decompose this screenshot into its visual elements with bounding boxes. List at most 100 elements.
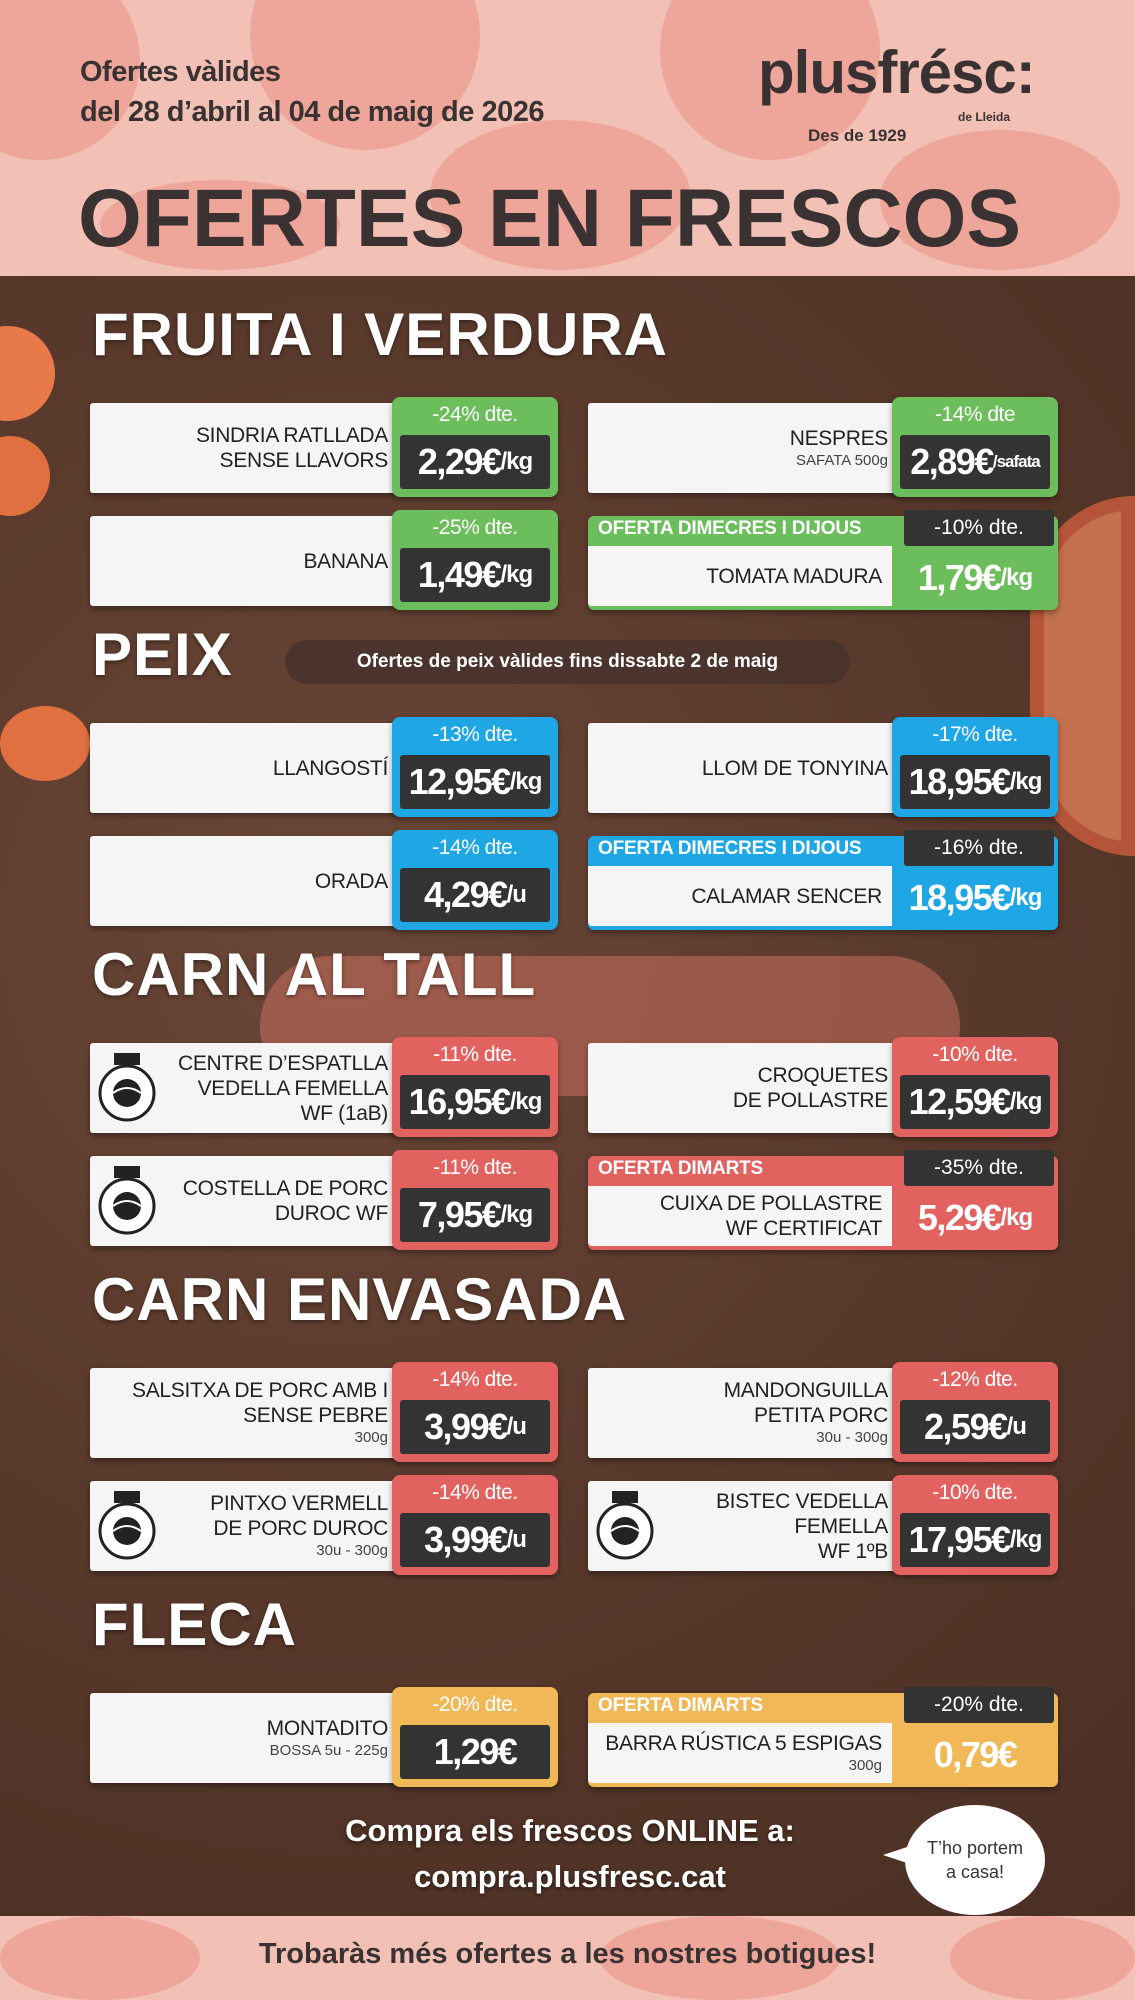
price-panel: -14% dte 2,89€/safata <box>892 397 1058 497</box>
offer-card[interactable]: OFERTA DIMARTS -20% dte. BARRA RÚSTICA 5 E… <box>588 1687 1058 1787</box>
discount-label: -11% dte. <box>433 1043 517 1066</box>
price-panel: -11% dte. 7,95€/kg <box>392 1150 558 1250</box>
price-unit: /kg <box>500 448 533 475</box>
product-name: PINTXO VERMELL <box>210 1492 388 1515</box>
price-value: 12,59€ <box>908 1081 1012 1122</box>
price-unit: /kg <box>1009 1088 1043 1115</box>
price-unit: /kg <box>1000 1204 1033 1231</box>
price-tag: 3,99€/u <box>400 1400 550 1454</box>
section-title: CARN AL TALL <box>92 941 537 1008</box>
price-value: 7,95€ <box>417 1194 502 1235</box>
product-name-area: MANDONGUILLA PETITA PORC 30u - 300g <box>588 1368 898 1458</box>
section-note: Ofertes de peix vàlides fins dissabte 2 … <box>285 640 850 684</box>
product-name-area: BANANA <box>90 516 398 606</box>
product-name: SENSE LLAVORS <box>219 449 389 472</box>
discount-label: -14% dte. <box>432 1368 518 1391</box>
offer-card[interactable]: SALSITXA DE PORC AMB I SENSE PEBRE 300g -14… <box>90 1362 558 1462</box>
offer-card[interactable]: CROQUETES DE POLLASTRE -10% dte. 12,59€/kg <box>588 1037 1058 1137</box>
discount-badge: -20% dte. <box>904 1687 1054 1723</box>
discount-label: -14% dte <box>934 403 1016 426</box>
product-name: CENTRE D’ESPATLLA <box>177 1051 388 1075</box>
discount-label: -24% dte. <box>432 403 518 426</box>
special-offer-label: OFERTA DIMARTS <box>598 1695 764 1716</box>
price-panel: -17% dte. 18,95€/kg <box>892 717 1058 817</box>
speech-bubble: T’ho portem a casa! <box>883 1805 1045 1915</box>
offer-card[interactable]: PINTXO VERMELL DE PORC DUROC 30u - 300g -14… <box>90 1475 558 1575</box>
product-name: CROQUETES <box>757 1064 889 1087</box>
offer-card[interactable]: ORADA -14% dte. 4,29€/u <box>90 830 558 930</box>
product-name: MANDONGUILLA <box>723 1379 889 1402</box>
offer-card[interactable]: BANANA -25% dte. 1,49€/kg <box>90 510 558 610</box>
price-panel: -14% dte. 3,99€/u <box>392 1475 558 1575</box>
product-name: ORADA <box>314 869 388 893</box>
offer-card[interactable]: COSTELLA DE PORC DUROC WF -11% dte. 7,95€/k… <box>90 1150 558 1250</box>
price-unit: /safata <box>992 452 1041 471</box>
special-offer-label: OFERTA DIMECRES I DIJOUS <box>598 838 862 859</box>
product-name: PETITA PORC <box>754 1404 888 1427</box>
offer-card[interactable]: CENTRE D’ESPATLLA VEDELLA FEMELLA WF (1aB)… <box>90 1037 558 1137</box>
criat-a-lleida-logo-icon <box>98 1166 156 1235</box>
price-panel: -24% dte. 2,29€/kg <box>392 397 558 497</box>
product-name: WF 1ºB <box>817 1539 888 1563</box>
offer-card[interactable]: OFERTA DIMECRES I DIJOUS -10% dte. TOMATA … <box>588 510 1058 610</box>
discount-label: -14% dte. <box>432 1481 518 1504</box>
criat-a-lleida-badge <box>96 1053 158 1123</box>
offer-card[interactable]: BISTEC VEDELLA FEMELLA WF 1ºB -10% dte. 17,… <box>588 1475 1058 1575</box>
online-shop-link[interactable]: compra.plusfresc.cat <box>414 1859 726 1894</box>
product-name: LLANGOSTÍ <box>272 756 388 780</box>
price-panel: -13% dte. 12,95€/kg <box>392 717 558 817</box>
criat-a-lleida-badge <box>96 1491 158 1561</box>
price-unit: /kg <box>509 768 543 795</box>
price-tag: 7,95€/kg <box>400 1188 550 1242</box>
product-name-area: NESPRES SAFATA 500g <box>588 403 898 493</box>
product-size: 30u - 300g <box>816 1429 888 1446</box>
product-name-area: BARRA RÚSTICA 5 ESPIGAS 300g <box>588 1723 892 1783</box>
discount-label: -10% dte. <box>932 1481 1018 1504</box>
special-offer-label: OFERTA DIMARTS <box>598 1158 764 1179</box>
price-unit: /kg <box>1009 768 1043 795</box>
price-unit: /u <box>506 1526 527 1553</box>
price-tag: 5,29€/kg <box>892 1190 1058 1246</box>
section-title: CARN ENVASADA <box>92 1266 628 1333</box>
price-tag: 0,79€ <box>892 1727 1058 1783</box>
discount-label: -14% dte. <box>432 836 518 859</box>
price-unit: /kg <box>1009 1526 1043 1553</box>
product-name: CUIXA DE POLLASTRE <box>659 1192 882 1215</box>
offer-card[interactable]: MANDONGUILLA PETITA PORC 30u - 300g -12% dt… <box>588 1362 1058 1462</box>
price-tag: 1,79€/kg <box>892 550 1058 606</box>
price-unit: /u <box>506 1413 527 1440</box>
price-value: 1,29€ <box>433 1731 518 1772</box>
price-value: 3,99€ <box>424 1406 508 1447</box>
offer-card[interactable]: SINDRIA RATLLADA SENSE LLAVORS -24% dte. 2,… <box>90 397 558 497</box>
offer-card[interactable]: NESPRES SAFATA 500g -14% dte 2,89€/safata <box>588 397 1058 497</box>
criat-a-lleida-logo-icon <box>98 1053 156 1122</box>
discount-label: -13% dte. <box>432 723 518 746</box>
product-name: NESPRES <box>789 426 889 450</box>
carrot-decoration <box>0 326 55 421</box>
offer-card[interactable]: OFERTA DIMARTS -35% dte. CUIXA DE POLLASTR… <box>588 1150 1058 1250</box>
product-name-area: CUIXA DE POLLASTRE WF CERTIFICAT <box>588 1186 892 1246</box>
price-value: 18,95€ <box>908 877 1012 918</box>
criat-a-lleida-logo-icon <box>596 1491 654 1560</box>
section-title: FLECA <box>92 1591 297 1658</box>
offer-card[interactable]: LLOM DE TONYINA -17% dte. 18,95€/kg <box>588 717 1058 817</box>
discount-badge: -10% dte. <box>904 510 1054 546</box>
criat-a-lleida-badge <box>594 1491 656 1561</box>
price-tag: 18,95€/kg <box>892 870 1058 926</box>
product-size: 30u - 300g <box>316 1542 388 1559</box>
price-value: 4,29€ <box>424 874 508 915</box>
price-unit: /kg <box>500 1201 533 1228</box>
offer-card[interactable]: OFERTA DIMECRES I DIJOUS -16% dte. CALAMAR… <box>588 830 1058 930</box>
price-value: 1,49€ <box>417 554 502 595</box>
price-unit: /kg <box>1009 884 1043 911</box>
section-title: PEIX <box>92 621 233 688</box>
offer-card[interactable]: LLANGOSTÍ -13% dte. 12,95€/kg <box>90 717 558 817</box>
price-tag: 1,49€/kg <box>400 548 550 602</box>
product-name-area: CALAMAR SENCER <box>588 866 892 926</box>
price-panel: -25% dte. 1,49€/kg <box>392 510 558 610</box>
offer-card[interactable]: MONTADITO BOSSA 5u - 225g -20% dte. 1,29€ <box>90 1687 558 1787</box>
product-name: CALAMAR SENCER <box>691 884 882 908</box>
product-name: DUROC WF <box>274 1202 388 1225</box>
carrot-decoration <box>0 436 50 516</box>
discount-label: -25% dte. <box>432 516 518 539</box>
